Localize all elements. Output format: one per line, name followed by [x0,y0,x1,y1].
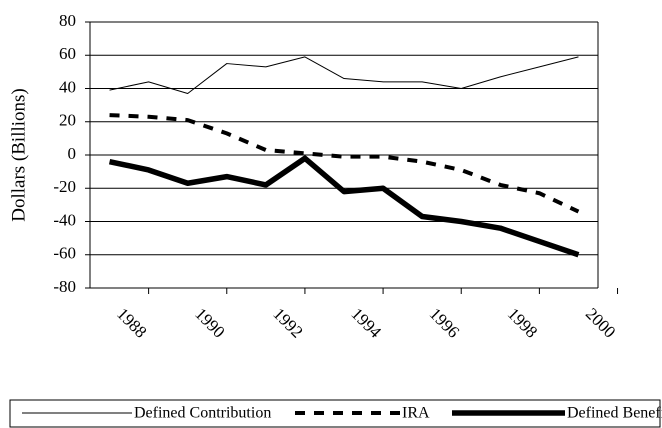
legend-label: Defined Benefit [567,405,662,422]
series-line [108,155,580,258]
x-tick-label: 1994 [347,304,385,342]
y-tick-label: 60 [59,44,76,63]
y-tick-label: 80 [59,11,76,30]
x-tick-label: 2000 [582,304,619,341]
y-axis-label: Dollars (Billions) [8,88,29,222]
x-tick-label: 1990 [191,304,228,341]
legend-label: IRA [402,405,430,422]
legend-label: Defined Contribution [134,405,271,422]
series-line [109,113,580,214]
y-tick-label: -20 [53,177,76,196]
y-tick-label: -40 [53,210,76,229]
y-tick-label: -80 [53,277,76,296]
x-tick-label: 1992 [269,304,306,341]
y-tick-label: 20 [59,111,76,130]
legend-box [9,399,661,428]
y-tick-label: -60 [53,244,76,263]
series-line [109,56,579,94]
y-tick-label: 0 [68,144,77,163]
x-tick-label: 1996 [426,304,463,341]
y-tick-label: 40 [59,77,76,96]
x-tick-label: 1988 [113,304,150,341]
x-tick-label: 1998 [504,304,541,341]
